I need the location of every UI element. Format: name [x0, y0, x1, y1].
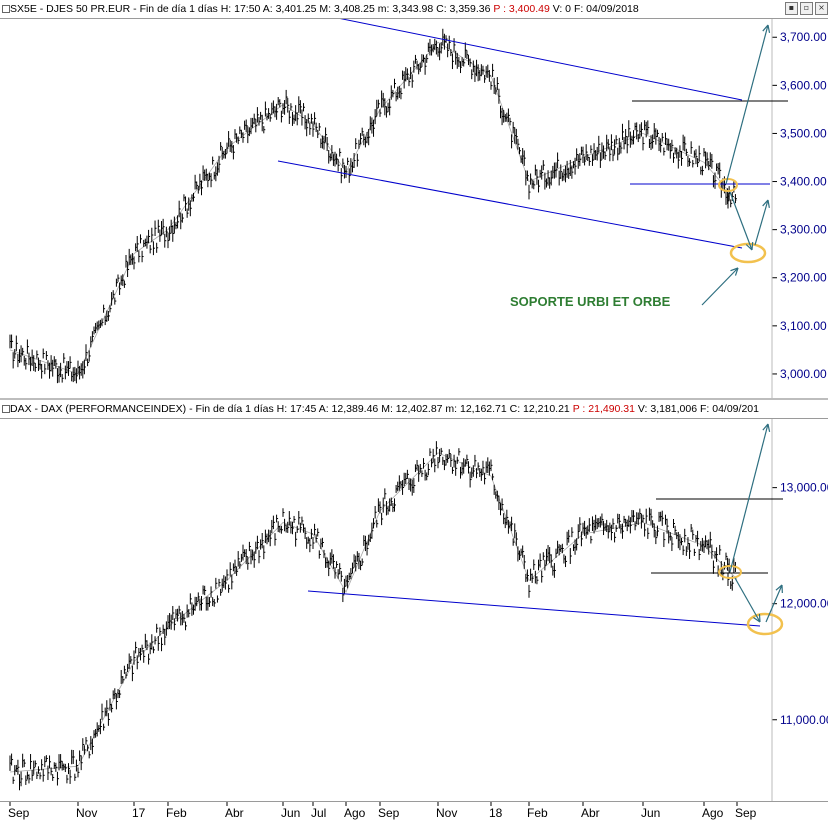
support-circle	[718, 565, 742, 579]
dax-open: A: 12,389.46	[318, 403, 379, 415]
sx5e-freq: Fin de día 1 días	[139, 3, 218, 15]
y-tick-label: 3,100.00	[780, 319, 827, 333]
series-line	[9, 41, 738, 375]
panel-divider[interactable]	[0, 398, 828, 400]
y-tick-label: 3,000.00	[780, 367, 827, 381]
x-tick-label: Nov	[436, 806, 457, 820]
channel-upper-line	[317, 13, 743, 101]
x-tick-label: Feb	[527, 806, 548, 820]
dax-symbol: DAX - DAX (PERFORMANCEINDEX)	[10, 403, 187, 415]
rebound-arrow	[765, 584, 783, 623]
dax-date: F: 04/09/201	[700, 403, 759, 415]
x-tick-label: Sep	[8, 806, 30, 820]
x-tick-label: Sep	[735, 806, 757, 820]
x-tick-label: Nov	[76, 806, 97, 820]
y-tick-label: 3,700.00	[780, 30, 827, 44]
y-tick-label: 11,000.00	[780, 713, 828, 727]
support-circle	[718, 178, 738, 192]
sx5e-high: M: 3,408.25	[319, 3, 375, 15]
x-tick-label: Abr	[225, 806, 244, 820]
down-arrow-head	[745, 241, 754, 251]
maximize-button[interactable]: ▫	[800, 2, 813, 15]
x-tick-label: Sep	[378, 806, 400, 820]
down-arrow-head	[753, 613, 761, 623]
x-tick-label: Jun	[641, 806, 660, 820]
up-arrow	[729, 423, 769, 573]
x-tick-label: Jun	[281, 806, 300, 820]
sx5e-volume: V: 0	[552, 3, 572, 15]
price-bars-group	[9, 28, 737, 384]
channel-lower-line	[277, 160, 743, 249]
x-tick-label: Ago	[702, 806, 724, 820]
sx5e-chart-svg[interactable]: 3,000.00 3,100.00 3,200.00 3,300.00 3,400.00…	[0, 0, 828, 398]
x-tick-label: Abr	[581, 806, 600, 820]
y-tick-label: 3,500.00	[780, 126, 827, 140]
sx5e-chart-panel: 3,000.00 3,100.00 3,200.00 3,300.00 3,400.00…	[0, 0, 828, 398]
target-circle	[729, 242, 767, 264]
sx5e-time: H: 17:50	[220, 3, 261, 15]
dax-p-value: P : 21,490.31	[572, 403, 635, 415]
sx5e-symbol: SX5E - DJES 50 PR.EUR	[10, 3, 131, 15]
dax-time: H: 17:45	[276, 403, 317, 415]
x-axis-svg: Sep Nov 17 Feb Abr Jun Jul Ago Sep Nov 18 Feb Abr Jun…	[8, 802, 757, 820]
down-arrow	[729, 191, 753, 251]
series-line	[9, 452, 738, 773]
sx5e-low: m: 3,343.98	[377, 3, 434, 15]
dax-close: C: 12,210.21	[509, 403, 570, 415]
window-buttons: ▪ ▫ ×	[785, 2, 828, 15]
support-annotation: SOPORTE URBI ET ORBE	[510, 294, 671, 309]
y-tick-label: 3,300.00	[780, 223, 827, 237]
x-tick-label: Jul	[311, 806, 326, 820]
panel-tag-icon[interactable]	[2, 405, 10, 413]
y-tick-label: 3,600.00	[780, 78, 827, 92]
sx5e-p-value: P : 3,400.49	[493, 3, 550, 15]
x-tick-label: Ago	[344, 806, 366, 820]
y-tick-label: 3,400.00	[780, 175, 827, 189]
rebound-arrow-head	[775, 584, 783, 594]
up-arrow-head	[762, 24, 771, 33]
rebound-arrow	[754, 199, 769, 246]
down-arrow	[734, 577, 761, 623]
price-bars-group	[9, 441, 737, 791]
dax-chart-svg[interactable]: 11,000.00 12,000.00 13,000.00	[0, 400, 828, 801]
dax-volume: V: 3,181,006	[637, 403, 698, 415]
up-arrow	[725, 24, 769, 185]
annotation-arrow	[701, 267, 739, 306]
dax-low: m: 12,162.71	[445, 403, 507, 415]
panel-tag-icon[interactable]	[2, 5, 10, 13]
dax-header: DAX - DAX (PERFORMANCEINDEX) - Fin de dí…	[0, 400, 828, 419]
rebound-arrow-head	[762, 199, 770, 208]
minimize-button[interactable]: ▪	[785, 2, 798, 15]
support-trend-line	[307, 590, 761, 627]
sx5e-open: A: 3,401.25	[262, 3, 317, 15]
x-tick-label: 17	[132, 806, 146, 820]
dax-freq: Fin de día 1 días	[195, 403, 274, 415]
target-circle	[746, 612, 784, 636]
annotation-arrow-head	[730, 267, 739, 276]
sx5e-date: F: 04/09/2018	[573, 3, 639, 15]
sx5e-header: SX5E - DJES 50 PR.EUR - Fin de día 1 día…	[0, 0, 828, 19]
close-button[interactable]: ×	[815, 2, 828, 15]
sx5e-close: C: 3,359.36	[436, 3, 491, 15]
x-tick-label: Feb	[166, 806, 187, 820]
up-arrow-head	[762, 423, 771, 432]
dax-high: M: 12,402.87	[381, 403, 443, 415]
y-tick-label: 13,000.00	[780, 481, 828, 495]
x-tick-label: 18	[489, 806, 503, 820]
y-tick-label: 3,200.00	[780, 271, 827, 285]
y-tick-label: 12,000.00	[780, 597, 828, 611]
dax-chart-panel: 11,000.00 12,000.00 13,000.00 DAX - DAX (P…	[0, 400, 828, 801]
x-axis: Sep Nov 17 Feb Abr Jun Jul Ago Sep Nov 18 Feb Abr Jun…	[0, 801, 828, 822]
